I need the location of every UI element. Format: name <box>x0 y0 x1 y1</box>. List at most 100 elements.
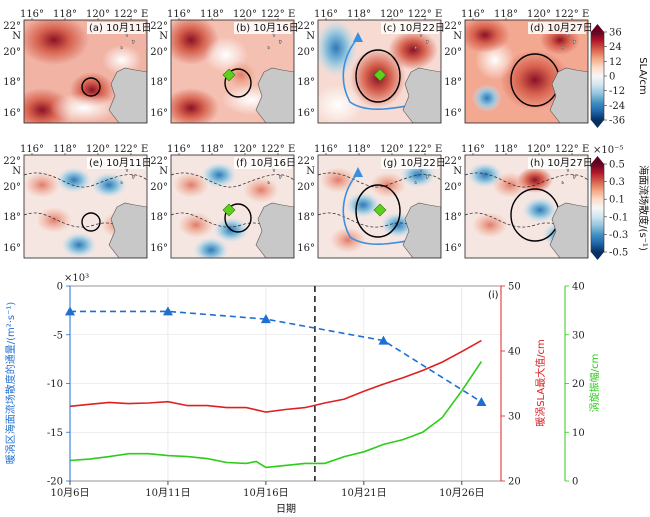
panel-label: (e) 10月11日 <box>89 157 152 169</box>
warm-anomaly <box>24 20 89 65</box>
lon-tick-label: 120° <box>86 144 110 155</box>
neutral-area <box>318 85 363 123</box>
divergence-spot <box>173 172 209 198</box>
lat-tick-label: 20° <box>150 182 168 193</box>
eddy-contour <box>355 49 401 103</box>
lat-tick-label: N <box>12 31 21 42</box>
divergence-spot <box>345 192 381 218</box>
colorbar-tick-label: -36 <box>609 116 625 127</box>
lon-tick-label: 118° <box>53 144 77 155</box>
eddy-center-marker <box>222 68 236 82</box>
lat-tick-label: N <box>453 166 462 177</box>
lon-tick-label: 122° E <box>114 9 149 20</box>
land-islands <box>267 166 283 185</box>
divergence-spot <box>472 212 508 238</box>
series-point-left <box>260 314 271 324</box>
x-axis-tick-label: 10月21日 <box>341 487 386 499</box>
left-axis: 0 -5 -10 -15 -20 <box>47 282 71 488</box>
lon-tick-label: 120° <box>86 9 110 20</box>
land-luzon <box>402 67 441 123</box>
panel-frame <box>464 19 589 124</box>
right1-axis-label: 暖涡SLA最大值/cm <box>534 339 547 427</box>
panel-label: (h) 10月27日 <box>530 157 593 169</box>
panel-label: (f) 10月16日 <box>236 157 296 169</box>
eddy-contour <box>81 212 101 232</box>
lat-tick-label: 18° <box>3 77 21 88</box>
right2-axis-tick-label: 40 <box>572 282 585 293</box>
divergence-spot <box>243 177 279 203</box>
panel-label: (b) 10月16日 <box>236 22 299 34</box>
warm-anomaly <box>225 61 257 89</box>
lon-tick-label: 118° <box>347 9 371 20</box>
lat-tick-label: N <box>12 166 21 177</box>
lat-tick-label: N <box>306 31 315 42</box>
warm-anomaly <box>171 88 219 123</box>
panel-label: (c) 10月22日 <box>383 22 445 34</box>
land-luzon <box>255 202 294 258</box>
x-axis-label: 日期 <box>276 503 296 515</box>
colorbar-tick-label: 12 <box>609 57 622 68</box>
lat-tick-label: N <box>306 166 315 177</box>
lat-tick-label: 20° <box>150 47 168 58</box>
chart-i: (i) 0 -5 -10 -15 -20 20 30 40 50 0 10 20 30 40 10月6… <box>4 273 601 515</box>
map-panel: (f) 10月16日 116° 118° 120° 122° E 22°N 20° 18° 16… <box>150 144 296 259</box>
land-luzon <box>255 67 294 123</box>
right1-axis-tick-label: 40 <box>508 347 521 358</box>
panel-label-box <box>234 22 292 34</box>
trajectory-arrow <box>353 32 363 42</box>
lon-tick-label: 120° <box>527 144 551 155</box>
right2-axis-tick-label: 30 <box>572 330 585 341</box>
left-axis-tick-label: -20 <box>47 477 63 488</box>
panel-label-box <box>87 22 145 34</box>
lat-tick-label: 20° <box>444 47 462 58</box>
lon-tick-label: 116° <box>461 144 485 155</box>
panel-label-box <box>381 22 439 34</box>
divergence-spot <box>201 162 237 188</box>
x-axis: 10月6日 10月11日 10月16日 10月21日 10月26日 <box>50 481 485 499</box>
series-line-right2 <box>69 361 483 469</box>
panel-label-box <box>234 157 292 169</box>
divergence-spot <box>193 237 229 258</box>
right-axis-sla: 20 30 40 50 <box>500 282 521 488</box>
warm-anomaly <box>388 30 438 70</box>
lon-tick-label: 116° <box>461 9 485 20</box>
panel-frame <box>170 154 295 259</box>
lon-tick-label: 122° E <box>114 144 149 155</box>
colorbar-tick-label: 0.1 <box>609 195 625 206</box>
land-luzon <box>108 202 147 258</box>
map-panel: (a) 10月11日 116° 118° 120° 122° E 22°N 20° 18° 16… <box>3 9 152 124</box>
colorbar-tick-label: 0.5 <box>609 160 625 171</box>
series-point-left <box>476 397 487 407</box>
panel-label: (a) 10月11日 <box>89 22 152 34</box>
lat-tick-label: 16° <box>297 108 315 119</box>
lon-tick-label: 118° <box>347 144 371 155</box>
land-luzon <box>108 67 147 123</box>
lon-tick-label: 118° <box>494 9 518 20</box>
panel-label: (d) 10月27日 <box>530 22 593 34</box>
divergence-spot <box>517 167 553 193</box>
right2-axis-tick-label: 20 <box>572 379 585 390</box>
land-luzon <box>549 67 588 123</box>
lon-tick-label: 122° E <box>555 144 590 155</box>
lon-tick-label: 118° <box>53 9 77 20</box>
eddy-contour <box>355 184 401 238</box>
panel-label-box <box>528 22 586 34</box>
lat-tick-label: 16° <box>444 243 462 254</box>
map-panel: (c) 10月22日 116° 118° 120° 122° E 22°N 20° 18° 16… <box>297 9 445 124</box>
lat-tick-label: 18° <box>444 212 462 223</box>
left-axis-label: 暖涡区海面流场散度的通量/(m²·s⁻¹) <box>4 302 17 465</box>
lat-tick-label: 20° <box>297 182 315 193</box>
lon-tick-label: 116° <box>167 144 191 155</box>
divergence-colorbar-exponent: ×10⁻⁵ <box>593 145 623 156</box>
eddy-center-marker <box>373 68 387 82</box>
right2-axis-tick-label: 0 <box>572 477 578 488</box>
panel-label: (g) 10月22日 <box>383 157 446 169</box>
right1-axis-tick-label: 50 <box>508 282 521 293</box>
divergence-spot <box>178 212 214 238</box>
colorbar-tick-label: -24 <box>609 101 625 112</box>
panel-frame <box>317 154 442 259</box>
lat-tick-label: 16° <box>3 243 21 254</box>
panel-label-box <box>528 157 586 169</box>
lon-tick-label: 118° <box>200 9 224 20</box>
